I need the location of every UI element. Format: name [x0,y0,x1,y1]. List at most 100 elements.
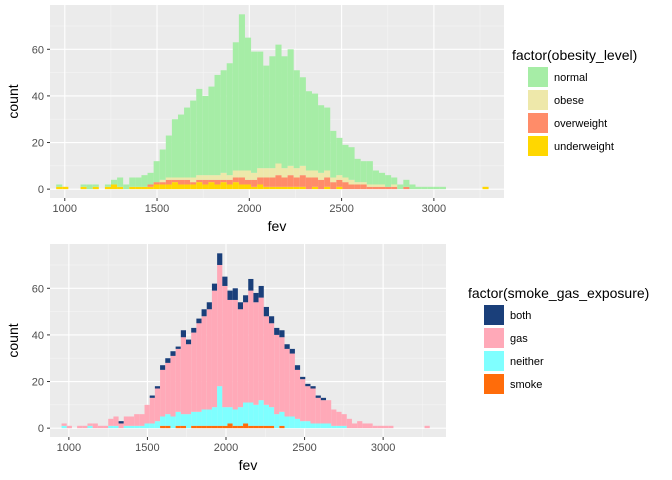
bar-neither [170,416,176,429]
bar-neither [87,425,93,429]
bar-gas [289,353,295,417]
bar-both [305,383,311,387]
bar-obese [318,172,325,180]
bar-normal [165,135,172,178]
bar-overweight [232,177,239,183]
bar-underweight [263,186,270,190]
bar-neither [217,386,223,426]
chart-1: 1000 1500 2000 2500 3000 0 20 40 60 fev count facto… [5,5,637,234]
bar-smoke [165,425,171,429]
bar-neither [211,407,218,426]
bar-gas [315,397,321,424]
bar-normal [421,186,428,190]
bar-obese [214,175,221,180]
bar-obese [330,177,337,183]
bar-smoke [217,425,223,429]
bar-smoke [227,423,233,429]
bar-both [175,346,181,349]
bar-gas [367,423,373,429]
bar-gas [92,423,98,429]
bar-neither [341,425,347,429]
bar-both [279,330,285,338]
bar-overweight [159,182,166,185]
bar-normal [135,177,142,187]
bar-neither [154,421,161,429]
bar-overweight [366,186,373,190]
bar-gas [227,299,233,408]
bar-overweight [226,179,233,185]
bar-normal [56,184,63,187]
bar-obese [232,170,239,178]
bar-gas [206,309,212,410]
bar-gas [123,416,129,426]
bar-gas [103,425,109,429]
bar-obese [372,184,379,187]
bar-normal [238,14,245,171]
y-tick-label: 60 [32,44,44,56]
bar-gas [82,425,88,429]
bar-obese [324,170,331,178]
bar-both [320,397,327,401]
bar-obese [226,175,233,180]
bar-neither [253,404,259,426]
bar-underweight [311,186,319,190]
bar-underweight [281,186,288,190]
bar-obese [251,172,258,180]
bar-normal [409,184,416,190]
bar-gas [201,316,207,410]
bar-overweight [403,186,410,190]
legend-key [484,351,504,371]
bar-normal [196,88,203,176]
bar-underweight [226,184,233,190]
bar-underweight [171,182,178,190]
bar-obese [378,184,386,187]
bar-neither [248,402,254,426]
legend-key [528,113,548,133]
legend-key [528,136,548,156]
bar-obese [366,184,373,187]
bar-both [289,348,295,354]
bar-neither [284,416,290,429]
bar-both [118,421,124,424]
bar-normal [269,56,276,169]
legend-label: overweight [554,118,607,130]
bar-underweight [324,186,331,190]
bar-underweight [135,186,142,190]
bar-gas [196,323,202,412]
bar-normal [275,44,282,164]
bar-obese [257,168,264,178]
bar-neither [274,414,280,429]
bar-underweight [336,186,343,190]
bar-gas [263,316,269,405]
bar-obese [354,182,361,185]
bar-obese [202,175,209,180]
bar-gas [253,302,259,405]
bar-underweight [190,184,197,190]
y-tick-label: 0 [38,184,44,196]
bar-gas [160,369,166,417]
bar-both [253,292,259,303]
bar-both [232,288,238,300]
bars [61,253,430,429]
bar-overweight [257,177,264,185]
bar-both [160,365,166,370]
bar-smoke [222,425,228,429]
bar-smoke [206,425,212,429]
bar-normal [336,137,343,176]
bar-neither [139,425,145,429]
bar-obese [287,165,294,176]
bar-gas [108,418,114,426]
bar-gas [300,379,306,422]
legend-label: underweight [554,141,614,153]
bar-normal [110,179,118,185]
bar-normal [159,149,166,180]
bar-both [284,344,290,349]
bar-normal [311,93,319,171]
bar-underweight [220,182,227,190]
bar-normal [177,114,185,178]
bar-gas [134,414,140,426]
bar-normal [184,107,191,178]
y-axis-title: count [5,323,21,357]
bar-underweight [129,186,136,190]
bar-gas [320,400,327,424]
